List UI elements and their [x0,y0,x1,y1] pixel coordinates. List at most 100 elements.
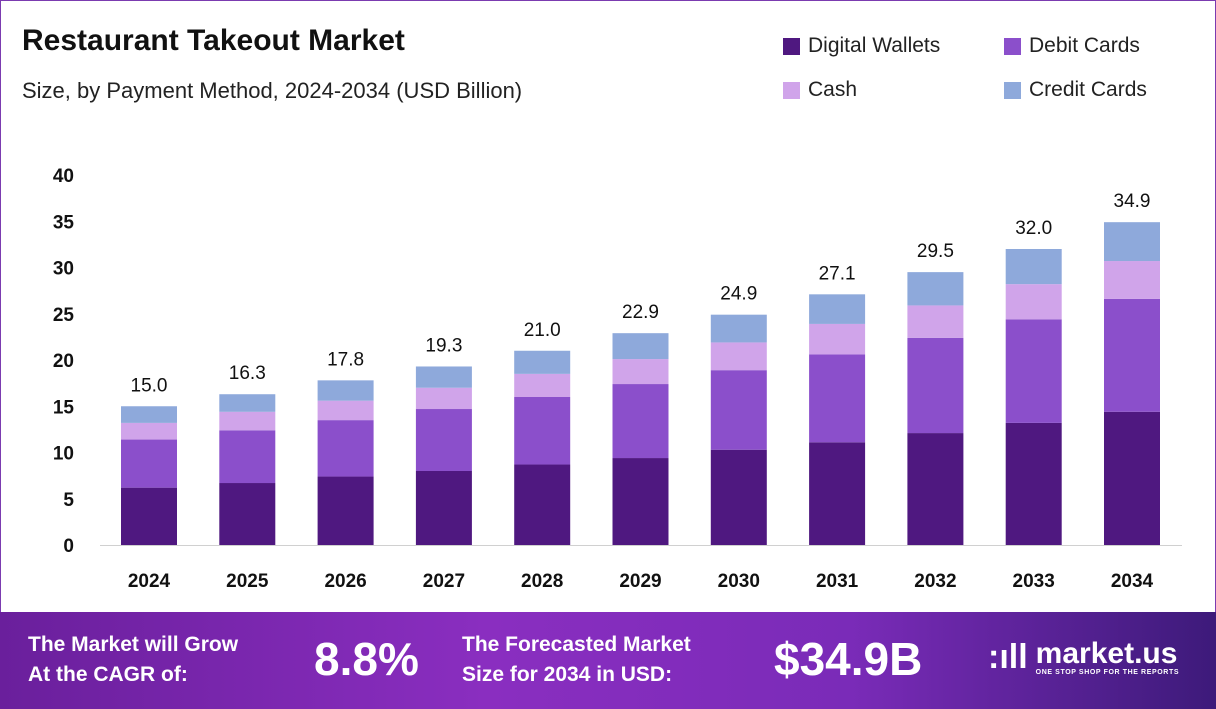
x-tick-label: 2033 [1013,571,1055,592]
legend-label: Digital Wallets [808,34,941,57]
legend-item-credit-cards: Credit Cards [1004,78,1147,102]
legend-item-digital-wallets: Digital Wallets [783,34,940,58]
bar-segment-cash [1005,284,1062,320]
bar-segment-cash [809,323,866,355]
bar-chart: 051015202530354015.0202416.3202517.82026… [53,166,1182,592]
x-tick-label: 2031 [816,571,859,592]
bar-segment-digital-wallets [121,487,177,545]
legend-swatch [783,81,800,99]
legend-label: Debit Cards [1029,34,1140,57]
y-tick-label: 25 [53,305,75,326]
bar-segment-credit-cards [121,406,177,423]
bar-segment-digital-wallets [1005,422,1062,545]
bar-segment-digital-wallets [1104,411,1160,545]
legend-swatch [783,37,800,55]
bar-segment-credit-cards [612,333,669,360]
market-us-logo: :ıll market.us ONE STOP SHOP FOR THE REP… [988,638,1179,677]
x-tick-label: 2025 [226,571,269,592]
chart-title: Restaurant Takeout Market [22,24,405,57]
bar-segment-debit-cards [317,420,374,477]
bar-segment-cash [415,387,472,410]
bar-segment-digital-wallets [415,471,472,545]
bar-segment-digital-wallets [809,442,866,545]
forecast-label-line-1: The Forecasted Market [462,633,691,656]
bar-segment-debit-cards [219,430,276,484]
y-tick-label: 15 [53,397,75,418]
forecast-label: The Forecasted Market Size for 2034 in U… [462,630,691,690]
bar-segment-debit-cards [907,337,964,434]
total-data-label: 21.0 [524,320,561,341]
x-tick-label: 2029 [619,571,661,592]
total-data-label: 15.0 [131,375,168,396]
cagr-value: 8.8% [314,633,419,685]
total-data-label: 22.9 [622,302,659,323]
bar-segment-credit-cards [1005,249,1062,285]
y-tick-label: 20 [53,351,74,372]
bar-segment-debit-cards [415,409,472,471]
bar-segment-credit-cards [1104,222,1160,262]
legend-label: Credit Cards [1029,78,1147,101]
cagr-label-line-2: At the CAGR of: [28,663,188,686]
bar-segment-cash [317,400,374,421]
y-tick-label: 35 [53,212,75,233]
bar-segment-debit-cards [121,439,177,488]
legend-swatch [1004,37,1021,55]
bar-segment-cash [907,305,964,338]
bar-segment-digital-wallets [317,476,374,545]
bar-segment-digital-wallets [219,483,276,545]
bar-segment-credit-cards [710,314,767,343]
bar-segment-cash [219,411,276,431]
total-data-label: 29.5 [917,241,954,262]
y-tick-label: 30 [53,259,74,280]
legend-label: Cash [808,78,858,101]
bar-segment-credit-cards [907,272,964,306]
bar-segment-digital-wallets [907,433,964,545]
total-data-label: 17.8 [327,349,364,370]
x-tick-label: 2028 [521,571,563,592]
x-tick-label: 2027 [423,571,465,592]
legend-item-cash: Cash [783,78,857,102]
y-tick-label: 5 [63,490,74,511]
y-tick-label: 40 [53,166,74,187]
bar-segment-cash [612,359,669,385]
bar-segment-digital-wallets [514,464,571,545]
bar-segment-credit-cards [809,294,866,324]
bar-segment-credit-cards [219,394,276,412]
total-data-label: 16.3 [229,363,266,384]
bar-segment-credit-cards [514,350,571,374]
legend-swatch [1004,81,1021,99]
bar-segment-debit-cards [710,370,767,450]
cagr-label: The Market will Grow At the CAGR of: [28,630,238,690]
y-tick-label: 0 [63,536,74,557]
logo-name: market.us [1035,637,1178,670]
x-tick-label: 2032 [914,571,956,592]
cagr-label-line-1: The Market will Grow [28,633,239,656]
bar-segment-digital-wallets [612,458,669,545]
bar-segment-debit-cards [514,397,571,465]
total-data-label: 27.1 [819,263,856,284]
y-tick-label: 10 [53,444,74,465]
bar-segment-cash [710,342,767,371]
total-data-label: 24.9 [720,284,757,305]
bar-segment-debit-cards [1104,298,1160,412]
x-tick-label: 2030 [718,571,760,592]
chart-subtitle: Size, by Payment Method, 2024-2034 (USD … [22,78,523,103]
x-tick-label: 2026 [324,571,366,592]
x-tick-label: 2024 [128,571,171,592]
bar-segment-cash [514,373,571,397]
bar-segment-debit-cards [1005,319,1062,423]
bar-segment-cash [1104,261,1160,299]
total-data-label: 19.3 [425,335,462,356]
forecast-label-line-2: Size for 2034 in USD: [462,663,673,686]
bar-segment-cash [121,422,177,440]
logo-mark-icon: :ıll [988,638,1028,676]
bar-segment-credit-cards [317,380,374,401]
footer-banner: The Market will Grow At the CAGR of: 8.8… [0,612,1216,709]
logo-tagline: ONE STOP SHOP FOR THE REPORTS [1035,669,1180,676]
bar-segment-credit-cards [415,366,472,388]
bar-segment-digital-wallets [710,449,767,545]
legend-item-debit-cards: Debit Cards [1004,34,1140,58]
total-data-label: 32.0 [1015,218,1052,239]
forecast-value: $34.9B [774,633,923,685]
bar-segment-debit-cards [612,384,669,459]
